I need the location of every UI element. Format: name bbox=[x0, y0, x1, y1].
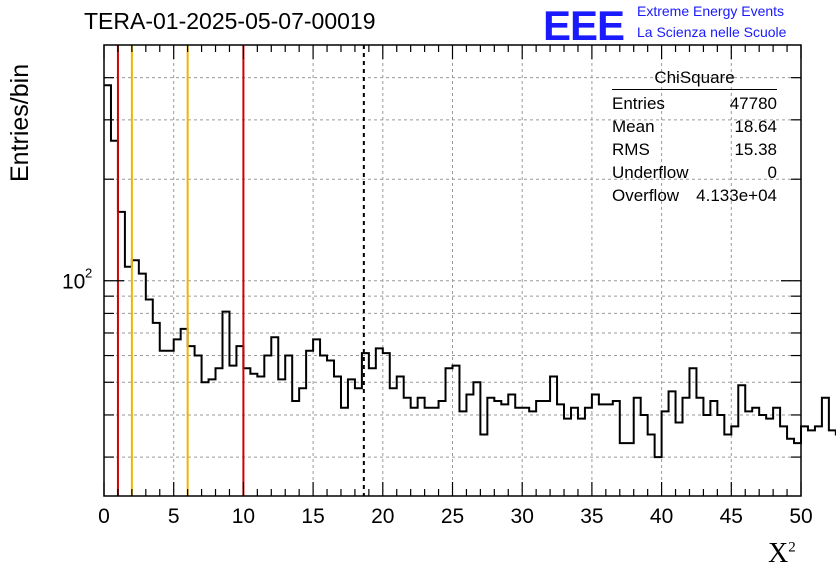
x-tick-label: 50 bbox=[789, 505, 812, 528]
grid bbox=[104, 45, 801, 496]
x-axis-label: X2 bbox=[768, 538, 796, 569]
y-tick-label-exp: 2 bbox=[85, 266, 92, 281]
stats-title: ChiSquare bbox=[612, 68, 777, 90]
x-tick-label: 30 bbox=[511, 505, 534, 528]
logo-line-2: La Scienza nelle Scuole bbox=[637, 24, 787, 40]
x-tick-label: 20 bbox=[371, 505, 394, 528]
stats-box: ChiSquare Entries 47780 Mean 18.64 RMS 15.3… bbox=[612, 68, 777, 207]
x-tick-label: 35 bbox=[580, 505, 603, 528]
plot-title: TERA-01-2025-05-07-00019 bbox=[84, 8, 376, 34]
x-tick-label: 0 bbox=[98, 505, 110, 528]
histogram-steps bbox=[104, 84, 836, 459]
logo-line-1: Extreme Energy Events bbox=[637, 3, 785, 19]
histogram-series bbox=[104, 84, 836, 459]
x-tick-label: 5 bbox=[168, 505, 180, 528]
stats-row-underflow: Underflow 0 bbox=[612, 163, 777, 182]
x-tick-label: 10 bbox=[232, 505, 255, 528]
marker-lines bbox=[116, 45, 365, 496]
eee-logo: EEE bbox=[543, 2, 625, 49]
x-tick-label: 40 bbox=[650, 505, 673, 528]
stats-row-mean: Mean 18.64 bbox=[612, 117, 777, 136]
stats-row-rms: RMS 15.38 bbox=[612, 140, 777, 159]
stats-row-entries: Entries 47780 bbox=[612, 94, 777, 113]
y-axis-label: Entries/bin bbox=[6, 63, 34, 182]
x-tick-label: 25 bbox=[441, 505, 464, 528]
x-tick-label: 15 bbox=[301, 505, 324, 528]
x-tick-label: 45 bbox=[720, 505, 743, 528]
y-tick-label-base: 10 bbox=[62, 271, 85, 294]
stats-row-overflow: Overflow 4.133e+04 bbox=[612, 186, 777, 205]
